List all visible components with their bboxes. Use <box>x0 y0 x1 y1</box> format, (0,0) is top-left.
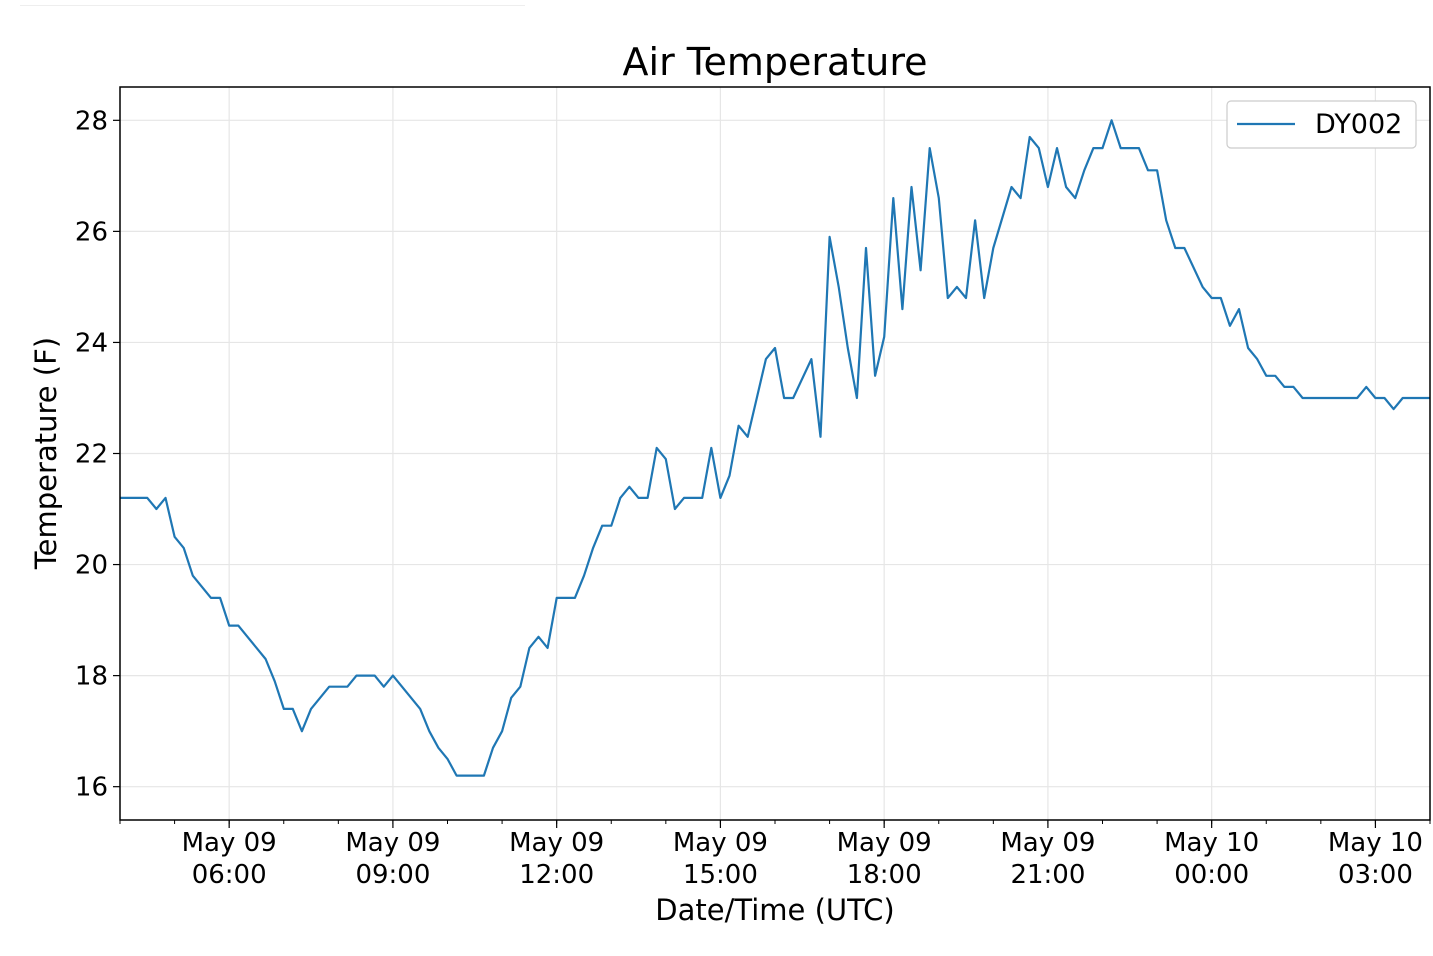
x-axis-label: Date/Time (UTC) <box>655 893 894 927</box>
x-tick-label-time: 06:00 <box>192 860 267 890</box>
legend-box <box>1226 100 1417 149</box>
series-layer <box>120 119 1430 777</box>
legend: DY002 <box>1226 100 1417 149</box>
grid <box>120 87 1430 820</box>
y-axis-label: Temperature (F) <box>29 337 63 570</box>
y-tick-label: 22 <box>75 440 108 470</box>
x-tick-label-date: May 10 <box>1164 828 1259 858</box>
y-tick-label: 26 <box>75 217 108 247</box>
y-tick-label: 20 <box>75 551 108 581</box>
x-tick-label-time: 18:00 <box>847 860 922 890</box>
x-tick-label-time: 21:00 <box>1010 860 1085 890</box>
y-tick-label: 18 <box>75 662 108 692</box>
x-tick-label-time: 15:00 <box>683 860 758 890</box>
x-tick-label-date: May 09 <box>182 828 277 858</box>
y-axis-ticks: 16 18 20 22 24 26 28 <box>75 106 120 803</box>
legend-label: DY002 <box>1315 109 1402 140</box>
y-tick-label: 24 <box>75 328 108 358</box>
x-tick-label-time: 12:00 <box>519 860 594 890</box>
x-tick-label-date: May 09 <box>673 828 768 858</box>
top-divider <box>20 5 525 6</box>
y-tick-label: 28 <box>75 106 108 136</box>
x-tick-label-date: May 10 <box>1328 828 1423 858</box>
x-tick-label-time: 00:00 <box>1174 860 1249 890</box>
x-tick-label-date: May 09 <box>345 828 440 858</box>
x-tick-label-time: 09:00 <box>355 860 430 890</box>
x-tick-label-time: 03:00 <box>1338 860 1413 890</box>
x-tick-label-date: May 09 <box>1000 828 1095 858</box>
chart-title: Air Temperature <box>623 40 928 84</box>
y-tick-label: 16 <box>75 773 108 803</box>
series-line-dy002 <box>120 119 1430 777</box>
x-tick-label-date: May 09 <box>509 828 604 858</box>
x-tick-label-date: May 09 <box>837 828 932 858</box>
